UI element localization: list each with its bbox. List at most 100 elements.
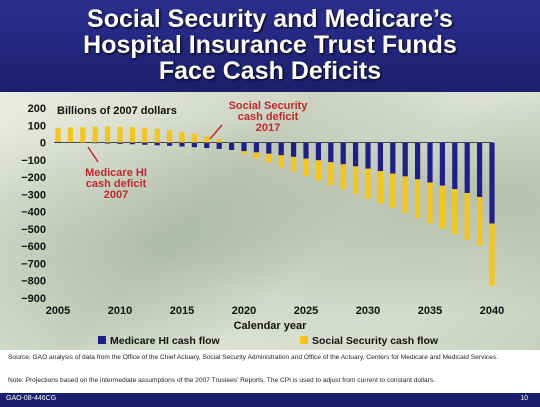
bar-social-security — [489, 223, 495, 287]
y-tick-label: −600 — [21, 241, 46, 253]
annotation-ss-line-1: Social Security — [229, 100, 309, 112]
bar-social-security — [303, 158, 309, 177]
bar-social-security — [290, 156, 297, 172]
bar-social-security — [365, 168, 371, 199]
bar-social-security — [142, 127, 148, 143]
bar-medicare-hi — [315, 142, 322, 161]
bar-social-security — [390, 173, 396, 209]
legend-label-social-security: Social Security cash flow — [312, 335, 439, 347]
bar-social-security — [179, 131, 185, 143]
units-label: Billions of 2007 dollars — [57, 105, 177, 117]
bar-social-security — [266, 153, 272, 163]
slide-title-line-1: Social Security and Medicare’s — [87, 5, 453, 33]
y-tick-label: −500 — [21, 224, 46, 236]
y-tick-label: −900 — [21, 293, 46, 305]
bar-medicare-hi — [117, 142, 123, 144]
bar-medicare-hi — [390, 142, 396, 174]
y-tick-label: −700 — [21, 258, 46, 270]
projection-note: Note: Projections based on the intermedi… — [8, 377, 435, 384]
x-tick-label: 2035 — [418, 305, 442, 317]
slide-title-line-3: Face Cash Deficits — [158, 57, 382, 85]
bar-medicare-hi — [104, 142, 111, 144]
bar-medicare-hi — [216, 142, 222, 149]
bar-medicare-hi — [204, 142, 210, 149]
cash-flow-chart: 200 100 0 −100 −200 −300 −400 −500 −600 −700 −800 −… — [21, 100, 504, 347]
bar-medicare-hi — [278, 142, 284, 156]
bar-social-security — [67, 127, 74, 143]
annotation-hi-line-1: Medicare HI — [85, 167, 147, 179]
bar-medicare-hi — [365, 142, 371, 169]
annotation-hi-line-2: cash deficit — [86, 178, 147, 190]
bar-social-security — [464, 192, 470, 240]
bar-social-security — [80, 127, 86, 143]
source-note: Source: GAO analysis of data from the Of… — [8, 354, 498, 361]
bar-medicare-hi — [352, 142, 359, 167]
bar-medicare-hi — [92, 142, 98, 144]
x-tick-label: 2020 — [232, 305, 256, 317]
bar-social-security — [154, 128, 160, 143]
bar-medicare-hi — [427, 142, 433, 183]
bar-medicare-hi — [464, 142, 470, 193]
bar-social-security — [328, 162, 334, 186]
bar-social-security — [55, 127, 61, 143]
bar-social-security — [340, 164, 346, 190]
y-tick-label: −100 — [21, 155, 46, 167]
legend: Medicare HI cash flow Social Security ca… — [98, 335, 439, 347]
report-id: GAO-08-446CG — [6, 395, 57, 402]
bar-medicare-hi — [476, 142, 483, 197]
bar-social-security — [117, 126, 123, 143]
bar-medicare-hi — [489, 142, 495, 224]
footer-panel: Source: GAO analysis of data from the Of… — [0, 350, 540, 393]
bar-social-security — [452, 189, 458, 235]
x-tick-label: 2010 — [108, 305, 132, 317]
annotation-social-security: Social Security cash deficit 2017 — [209, 100, 309, 140]
bar-social-security — [92, 126, 98, 143]
bar-medicare-hi — [179, 142, 185, 147]
title-area: Social Security and Medicare’s Hospital … — [0, 0, 540, 92]
bar-medicare-hi — [154, 142, 160, 146]
bar-social-security — [315, 160, 322, 181]
bar-medicare-hi — [452, 142, 458, 190]
bar-medicare-hi — [414, 142, 421, 180]
bar-medicare-hi — [402, 142, 408, 177]
bar-social-security — [241, 151, 247, 154]
y-tick-label: −300 — [21, 189, 46, 201]
x-tick-label: 2015 — [170, 305, 194, 317]
bar-medicare-hi — [328, 142, 334, 163]
annotation-medicare: Medicare HI cash deficit 2007 — [85, 146, 147, 201]
bar-medicare-hi — [290, 142, 297, 157]
bar-medicare-hi — [377, 142, 384, 172]
bar-medicare-hi — [439, 142, 446, 186]
bar-social-security — [402, 176, 408, 214]
bar-social-security — [191, 133, 198, 143]
bar-social-security — [104, 126, 111, 143]
legend-label-medicare: Medicare HI cash flow — [110, 335, 221, 347]
bar-medicare-hi — [241, 142, 247, 152]
annotation-hi-arrow — [87, 146, 99, 163]
bar-medicare-hi — [191, 142, 198, 148]
bar-social-security — [278, 155, 284, 168]
bar-medicare-hi — [228, 142, 235, 150]
bar-medicare-hi — [142, 142, 148, 145]
bar-social-security — [439, 185, 446, 229]
bar-social-security — [253, 152, 260, 159]
bar-medicare-hi — [55, 142, 61, 143]
x-tick-label: 2005 — [46, 305, 70, 317]
y-tick-label: 100 — [28, 120, 46, 132]
chart-panel: 200 100 0 −100 −200 −300 −400 −500 −600 −700 −800 −… — [0, 92, 540, 350]
y-tick-label: 0 — [40, 138, 46, 150]
bar-medicare-hi — [340, 142, 346, 165]
bar-social-security — [414, 179, 421, 219]
bar-medicare-hi — [266, 142, 272, 154]
legend-swatch-medicare — [98, 336, 106, 344]
annotation-ss-arrow — [209, 124, 223, 140]
bar-medicare-hi — [166, 142, 173, 146]
bottom-bar: GAO-08-446CG 10 — [0, 393, 540, 407]
bar-medicare-hi — [303, 142, 309, 159]
annotation-ss-line-3: 2017 — [256, 122, 280, 134]
bar-social-security — [377, 171, 384, 204]
y-tick-label: 200 — [28, 103, 46, 115]
bar-social-security — [129, 127, 136, 143]
bar-medicare-hi — [129, 142, 136, 145]
bar-social-security — [352, 166, 359, 195]
